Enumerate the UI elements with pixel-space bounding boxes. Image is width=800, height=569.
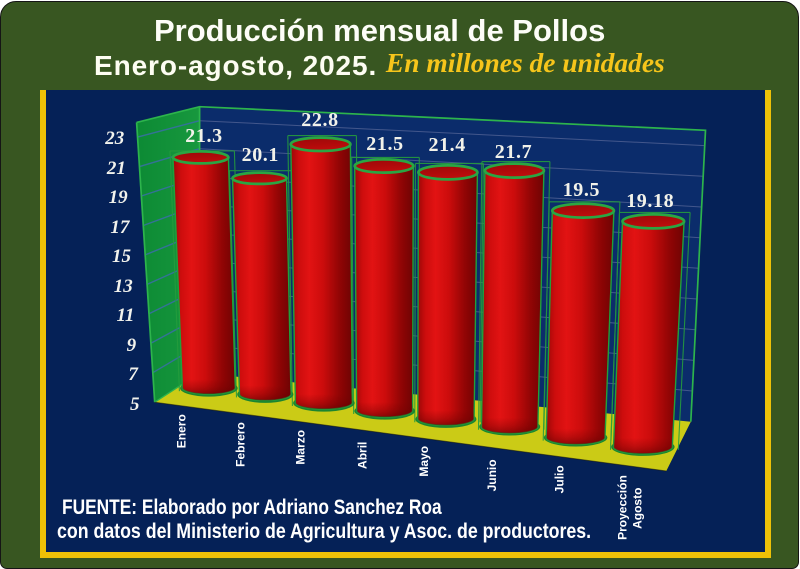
svg-text:Abril: Abril: [356, 442, 370, 469]
svg-text:Agosto: Agosto: [631, 488, 645, 529]
svg-text:Enero: Enero: [175, 414, 189, 448]
svg-text:Febrero: Febrero: [234, 422, 248, 467]
svg-text:Proyección: Proyección: [616, 475, 630, 540]
svg-text:Marzo: Marzo: [294, 430, 308, 465]
svg-text:Julio: Julio: [553, 465, 567, 493]
svg-text:Junio: Junio: [485, 459, 499, 491]
svg-text:Mayo: Mayo: [417, 446, 431, 477]
